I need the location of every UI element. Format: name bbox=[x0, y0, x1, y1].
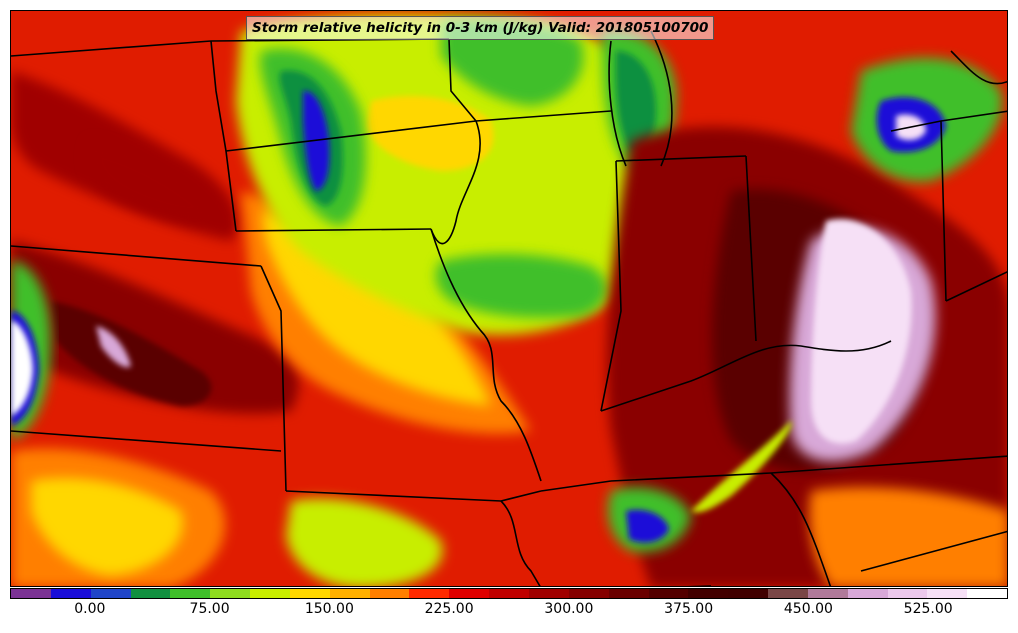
colorbar-swatch bbox=[289, 589, 330, 598]
colorbar-swatch bbox=[688, 589, 729, 598]
colorbar-tick-label: 150.00 bbox=[304, 601, 354, 617]
southeast-orange bbox=[809, 487, 1007, 586]
kansas-south bbox=[11, 430, 282, 452]
colorbar-swatch bbox=[50, 589, 91, 598]
colorbar-tick-label: 300.00 bbox=[544, 601, 594, 617]
colorbar-swatch bbox=[489, 589, 529, 598]
tennessee-blue bbox=[626, 509, 669, 543]
colorbar-swatch bbox=[967, 589, 1008, 598]
colorbar-swatch bbox=[528, 589, 569, 598]
colorbar-swatch bbox=[329, 589, 370, 598]
illinois-indiana bbox=[600, 160, 622, 412]
illinois-green-patch bbox=[435, 254, 608, 318]
west-pink-streak bbox=[96, 326, 131, 368]
map-panel[interactable] bbox=[10, 10, 1008, 587]
colorbar-swatch bbox=[807, 589, 848, 598]
virginia-line bbox=[945, 271, 1007, 302]
colorbar-swatch bbox=[90, 589, 131, 598]
colorbar-swatch bbox=[250, 589, 290, 598]
colorbar-swatch bbox=[728, 589, 769, 598]
colorbar-swatch bbox=[170, 589, 211, 598]
northeast-coast bbox=[950, 50, 1007, 85]
carolina-line bbox=[860, 530, 1007, 572]
colorbar-swatch bbox=[409, 589, 450, 598]
colorbar-tick-label: 225.00 bbox=[424, 601, 474, 617]
iowa-south bbox=[235, 228, 432, 232]
colorbar-swatch bbox=[369, 589, 410, 598]
colorbar-swatch bbox=[568, 589, 609, 598]
colorbar-swatch bbox=[887, 589, 928, 598]
colorbar-swatch bbox=[11, 589, 51, 598]
kentucky-south bbox=[540, 480, 612, 492]
helicity-map bbox=[11, 11, 1007, 586]
indiana-ohio bbox=[745, 155, 757, 342]
arkansas-mississippi bbox=[500, 500, 541, 586]
colorbar-swatch bbox=[847, 589, 888, 598]
lake-michigan-west bbox=[608, 40, 627, 167]
colorbar-tick-label: 450.00 bbox=[783, 601, 833, 617]
pennsylvania bbox=[940, 110, 1007, 122]
colorbar-swatch bbox=[768, 589, 808, 598]
wisconsin-illinois bbox=[475, 110, 612, 122]
colorbar-swatch bbox=[608, 589, 649, 598]
lake-michigan-east bbox=[650, 30, 673, 167]
minnesota-wisconsin bbox=[448, 38, 477, 122]
colorbar-swatch bbox=[130, 589, 171, 598]
colorbar-tick-labels: 0.00 75.00 150.00 225.00 300.00 375.00 450.00 5… bbox=[10, 601, 1008, 625]
southeast-line bbox=[770, 472, 832, 586]
color-scale-bar bbox=[10, 588, 1008, 599]
mississippi-river-mid bbox=[430, 228, 542, 482]
missouri-west bbox=[260, 265, 287, 492]
tennessee-south bbox=[686, 585, 711, 586]
ohio-river bbox=[600, 340, 892, 412]
colorbar-swatch bbox=[210, 589, 251, 598]
west-edge-white bbox=[11, 321, 33, 416]
west-maroon-core bbox=[51, 301, 212, 406]
arkansas-green bbox=[286, 498, 443, 586]
west-dark-band bbox=[11, 241, 299, 414]
southwest-yellow bbox=[31, 477, 183, 576]
colorbar-swatch bbox=[449, 589, 490, 598]
michigan-indiana bbox=[615, 155, 747, 162]
helicity-contours bbox=[11, 14, 1007, 586]
state-boundaries bbox=[11, 30, 1007, 586]
mississippi-river-iowa bbox=[430, 120, 481, 245]
lake-michigan-dark-green bbox=[616, 51, 656, 151]
kentucky-lime-streak bbox=[691, 421, 792, 513]
nebraska-dark-red bbox=[87, 141, 221, 222]
iowa-north bbox=[225, 120, 477, 152]
wisconsin-green bbox=[441, 19, 584, 106]
colorbar-swatch bbox=[927, 589, 968, 598]
colorbar-tick-label: 75.00 bbox=[189, 601, 230, 617]
ohio-white-core bbox=[811, 219, 912, 444]
dakota-minnesota-line bbox=[210, 40, 237, 232]
colorbar-tick-label: 375.00 bbox=[664, 601, 714, 617]
colorbar-tick-label: 0.00 bbox=[74, 601, 106, 617]
iowa-yellow-patch bbox=[366, 96, 494, 171]
colorbar-swatch bbox=[648, 589, 689, 598]
map-title: Storm relative helicity in 0-3 km (J/kg)… bbox=[246, 16, 715, 40]
colorbar-tick-label: 525.00 bbox=[903, 601, 953, 617]
northern-border-west bbox=[11, 40, 212, 57]
kansas-north bbox=[11, 245, 262, 267]
